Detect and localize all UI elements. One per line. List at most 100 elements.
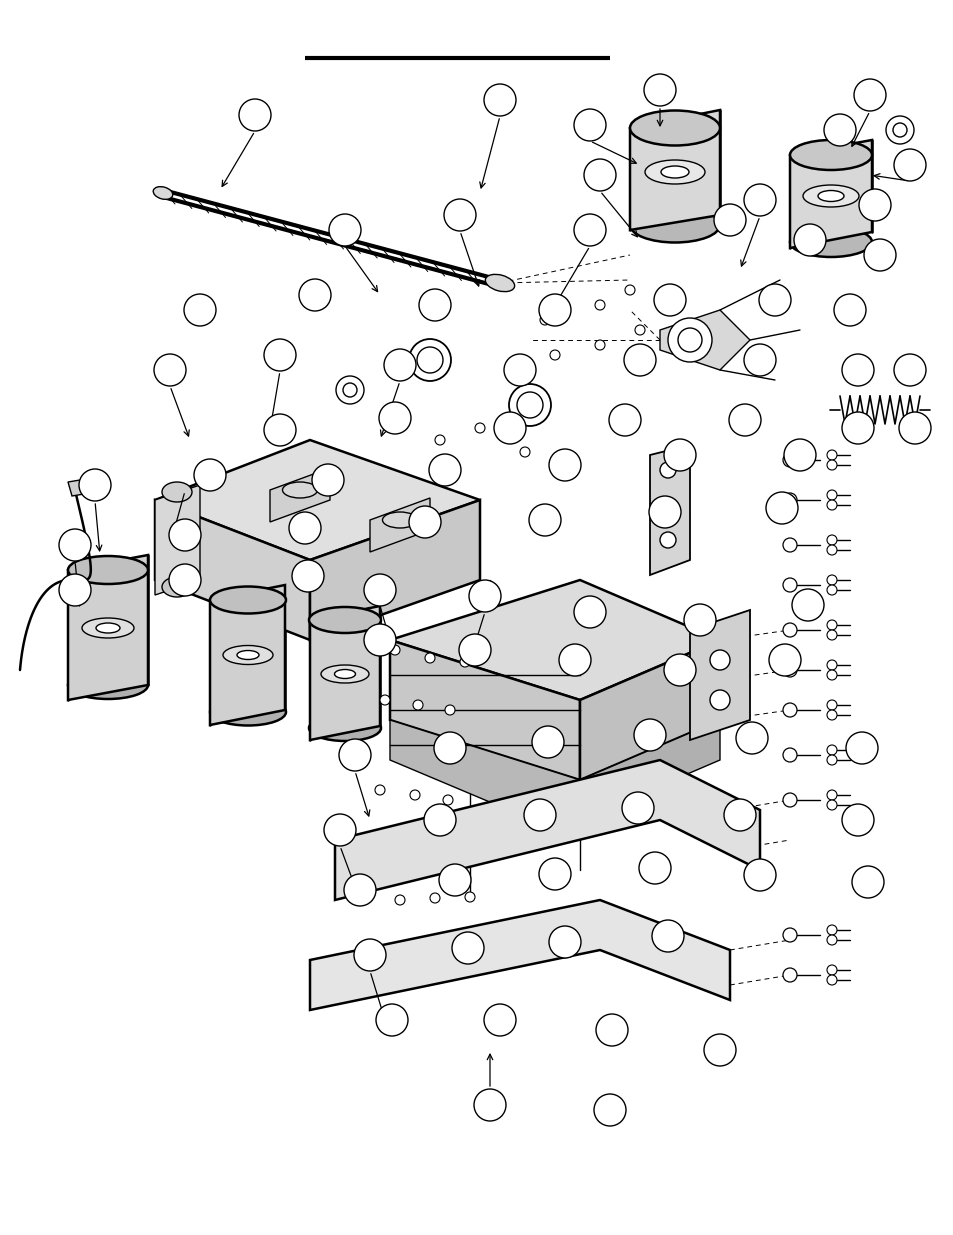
Circle shape [898, 412, 930, 445]
Ellipse shape [282, 482, 317, 498]
Circle shape [298, 279, 331, 311]
Circle shape [539, 315, 550, 325]
Circle shape [759, 284, 790, 316]
Circle shape [826, 535, 836, 545]
Circle shape [444, 705, 455, 715]
Polygon shape [689, 610, 749, 740]
Circle shape [826, 925, 836, 935]
Ellipse shape [309, 606, 380, 634]
Polygon shape [390, 640, 579, 781]
Circle shape [424, 653, 435, 663]
Circle shape [59, 574, 91, 606]
Circle shape [364, 624, 395, 656]
Circle shape [523, 799, 556, 831]
Polygon shape [659, 310, 749, 370]
Ellipse shape [343, 383, 356, 396]
Ellipse shape [517, 391, 542, 417]
Circle shape [858, 189, 890, 221]
Circle shape [329, 214, 360, 246]
Circle shape [409, 506, 440, 538]
Circle shape [430, 893, 439, 903]
Circle shape [344, 874, 375, 906]
Circle shape [435, 435, 444, 445]
Circle shape [826, 935, 836, 945]
Circle shape [184, 294, 215, 326]
Circle shape [826, 576, 836, 585]
Ellipse shape [789, 140, 871, 170]
Circle shape [438, 864, 471, 897]
Circle shape [364, 574, 395, 606]
Circle shape [892, 124, 906, 137]
Circle shape [375, 785, 385, 795]
Circle shape [841, 354, 873, 387]
Circle shape [782, 968, 796, 982]
Circle shape [782, 927, 796, 942]
Circle shape [893, 354, 925, 387]
Ellipse shape [210, 699, 286, 725]
Polygon shape [310, 606, 379, 740]
Ellipse shape [210, 587, 286, 614]
Circle shape [264, 414, 295, 446]
Circle shape [743, 345, 775, 375]
Circle shape [841, 804, 873, 836]
Ellipse shape [82, 618, 133, 638]
Circle shape [596, 1014, 627, 1046]
Ellipse shape [802, 185, 858, 207]
Circle shape [768, 643, 801, 676]
Ellipse shape [335, 669, 355, 678]
Circle shape [538, 294, 571, 326]
Ellipse shape [789, 227, 871, 257]
Circle shape [624, 285, 635, 295]
Circle shape [782, 793, 796, 806]
Circle shape [743, 860, 775, 890]
Polygon shape [390, 580, 720, 700]
Circle shape [464, 892, 475, 902]
Circle shape [469, 580, 500, 613]
Polygon shape [335, 760, 760, 900]
Ellipse shape [96, 622, 120, 634]
Circle shape [292, 559, 324, 592]
Circle shape [826, 965, 836, 974]
Circle shape [153, 354, 186, 387]
Circle shape [239, 99, 271, 131]
Polygon shape [579, 640, 720, 781]
Circle shape [782, 622, 796, 637]
Circle shape [723, 799, 755, 831]
Polygon shape [68, 478, 96, 496]
Circle shape [826, 545, 836, 555]
Ellipse shape [509, 384, 551, 426]
Circle shape [379, 695, 390, 705]
Circle shape [375, 1004, 408, 1036]
Circle shape [743, 184, 775, 216]
Circle shape [659, 532, 676, 548]
Ellipse shape [485, 274, 514, 291]
Circle shape [826, 459, 836, 471]
Circle shape [395, 895, 405, 905]
Circle shape [494, 412, 525, 445]
Circle shape [845, 732, 877, 764]
Circle shape [826, 745, 836, 755]
Circle shape [410, 790, 419, 800]
Polygon shape [579, 720, 720, 820]
Circle shape [793, 224, 825, 256]
Circle shape [826, 490, 836, 500]
Polygon shape [154, 485, 200, 595]
Circle shape [519, 447, 530, 457]
Circle shape [663, 655, 696, 685]
Circle shape [663, 438, 696, 471]
Circle shape [659, 462, 676, 478]
Polygon shape [154, 500, 310, 640]
Circle shape [458, 634, 491, 666]
Circle shape [574, 109, 605, 141]
Polygon shape [310, 500, 479, 640]
Circle shape [823, 114, 855, 146]
Circle shape [79, 469, 111, 501]
Circle shape [826, 585, 836, 595]
Circle shape [583, 159, 616, 191]
Circle shape [826, 974, 836, 986]
Circle shape [429, 454, 460, 487]
Circle shape [826, 800, 836, 810]
Circle shape [826, 710, 836, 720]
Circle shape [538, 858, 571, 890]
Circle shape [893, 149, 925, 182]
